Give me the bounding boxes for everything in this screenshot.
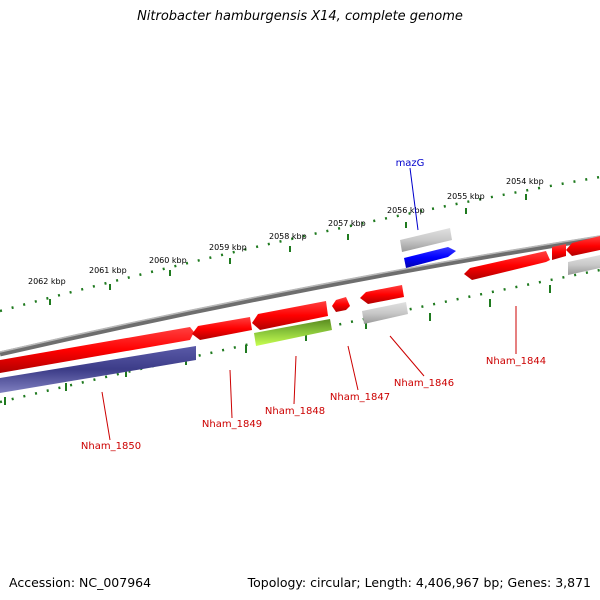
gene-arrow-1849[interactable] bbox=[192, 317, 252, 340]
scale-label: 2058 kbp bbox=[269, 232, 307, 241]
page-title: Nitrobacter hamburgensis X14, complete g… bbox=[137, 9, 463, 24]
upper-strand-genes bbox=[400, 228, 600, 280]
scale-label: 2056 kbp bbox=[387, 206, 425, 215]
genome-backbone bbox=[0, 235, 600, 357]
gene-label-nham-1850[interactable]: Nham_1850 bbox=[81, 441, 141, 452]
gene-label-nham-1844[interactable]: Nham_1844 bbox=[486, 356, 546, 367]
outer-scale-track bbox=[0, 175, 600, 313]
scale-label: 2061 kbp bbox=[89, 266, 127, 275]
gene-arrow-red-small[interactable] bbox=[552, 244, 566, 260]
outer-scale-major-ticks bbox=[49, 194, 527, 305]
gene-arrow-1848-green[interactable] bbox=[254, 319, 332, 346]
gene-arrow-1848[interactable] bbox=[252, 301, 328, 330]
genome-summary-text: Topology: circular; Length: 4,406,967 bp… bbox=[247, 575, 591, 590]
label-leaders bbox=[101, 167, 517, 441]
gene-arrow-grey-lower[interactable] bbox=[362, 302, 408, 324]
scale-label: 2059 kbp bbox=[209, 243, 247, 252]
gene-arrow-1844[interactable] bbox=[464, 251, 550, 280]
gene-label-nham-1848[interactable]: Nham_1848 bbox=[265, 406, 325, 417]
gene-arrow-mazg[interactable] bbox=[404, 247, 456, 268]
gene-arrow-grey[interactable] bbox=[400, 228, 452, 252]
gene-arrow-1846[interactable] bbox=[360, 285, 404, 304]
gene-label-nham-1849[interactable]: Nham_1849 bbox=[202, 419, 262, 430]
gene-arrow-1847[interactable] bbox=[332, 297, 350, 312]
gene-arrow-grey-right[interactable] bbox=[568, 255, 600, 275]
scale-label: 2057 kbp bbox=[328, 219, 366, 228]
gene-label-nham-1846[interactable]: Nham_1846 bbox=[394, 378, 454, 389]
inner-scale-track bbox=[0, 268, 600, 404]
gene-label-nham-1847[interactable]: Nham_1847 bbox=[330, 392, 390, 403]
scale-label: 2054 kbp bbox=[506, 177, 544, 186]
lower-strand-genes bbox=[0, 285, 408, 393]
gene-arrow-red-right[interactable] bbox=[566, 236, 600, 256]
scale-label: 2062 kbp bbox=[28, 277, 66, 286]
gene-label-mazg[interactable]: mazG bbox=[396, 158, 425, 169]
accession-text: Accession: NC_007964 bbox=[9, 575, 152, 590]
gene-arrow-red-left[interactable] bbox=[0, 327, 194, 373]
scale-label: 2055 kbp bbox=[447, 192, 485, 201]
gene-arrow-1850[interactable] bbox=[0, 346, 196, 393]
scale-label: 2060 kbp bbox=[149, 256, 187, 265]
